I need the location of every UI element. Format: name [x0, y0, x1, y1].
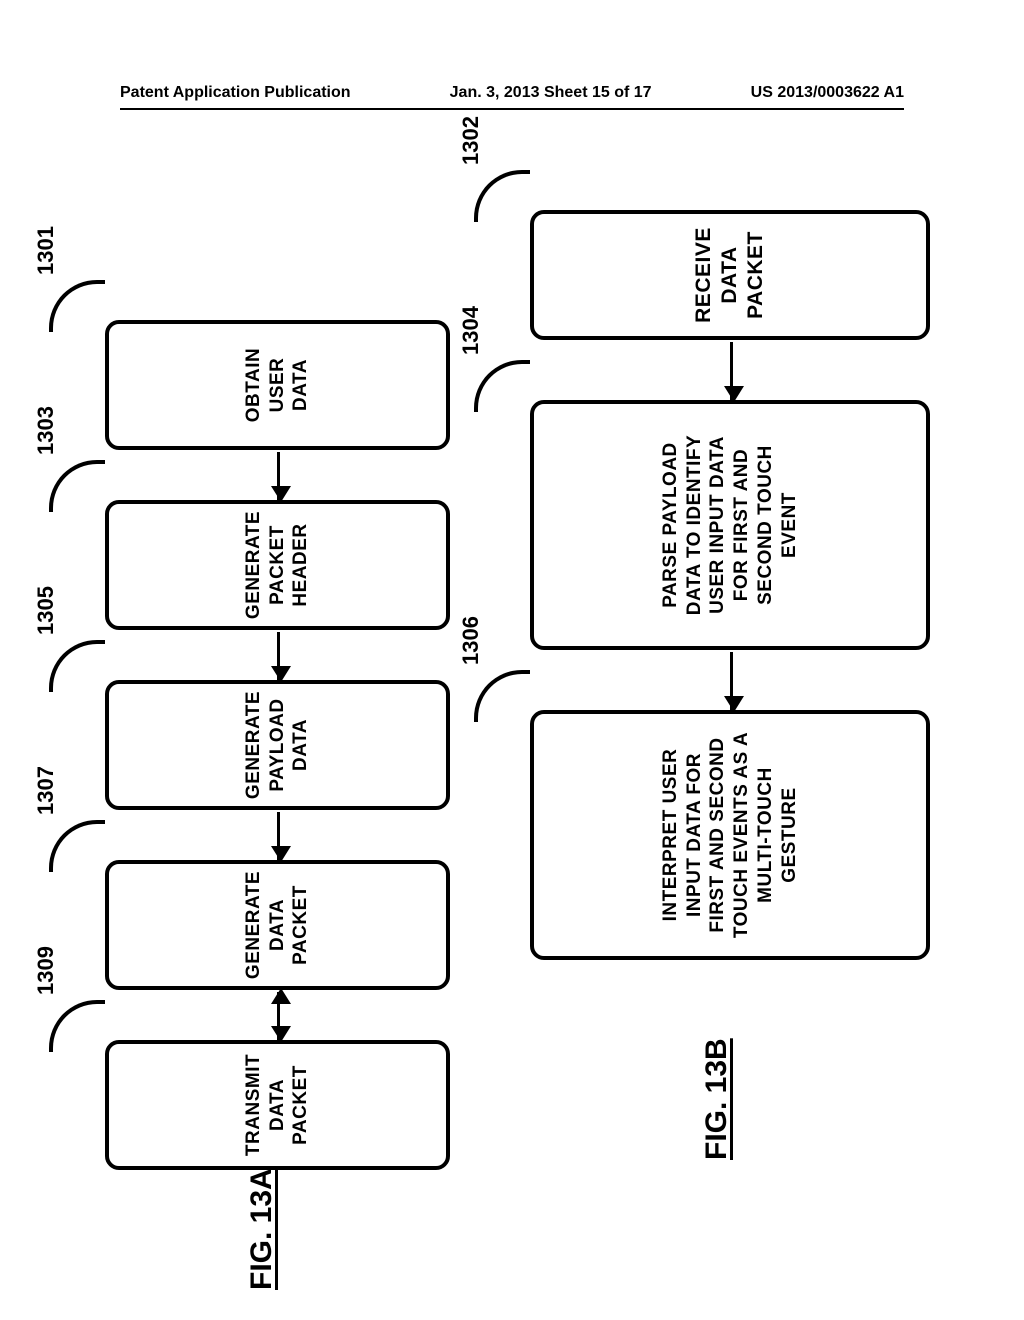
ref-number: 1302	[458, 116, 484, 165]
ref-leader	[49, 640, 105, 692]
header-center: Jan. 3, 2013 Sheet 15 of 17	[450, 84, 652, 102]
flow-box-label: INTERPRET USER INPUT DATA FOR FIRST AND …	[659, 724, 802, 946]
flow-arrow	[277, 452, 280, 500]
ref-leader	[49, 820, 105, 872]
flow-box: GENERATE PAYLOAD DATA	[105, 680, 450, 810]
header-rule	[120, 108, 904, 110]
flow-arrow	[277, 812, 280, 860]
flow-box-label: PARSE PAYLOAD DATA TO IDENTIFY USER INPU…	[659, 414, 802, 636]
ref-number: 1306	[458, 616, 484, 665]
header-right: US 2013/0003622 A1	[751, 84, 904, 102]
ref-leader	[49, 280, 105, 332]
flow-box-label: TRANSMIT DATA PACKET	[242, 1054, 313, 1156]
flow-box: TRANSMIT DATA PACKET	[105, 1040, 450, 1170]
ref-number: 1309	[33, 946, 59, 995]
ref-number: 1303	[33, 406, 59, 455]
ref-leader	[474, 170, 530, 222]
flow-box-label: GENERATE DATA PACKET	[242, 871, 313, 979]
flow-box-label: GENERATE PAYLOAD DATA	[242, 691, 313, 799]
ref-number: 1307	[33, 766, 59, 815]
flow-box: GENERATE DATA PACKET	[105, 860, 450, 990]
flow-arrow	[277, 632, 280, 680]
flow-box: GENERATE PACKET HEADER	[105, 500, 450, 630]
ref-number: 1304	[458, 306, 484, 355]
ref-leader	[474, 360, 530, 412]
flowchart-13a: TRANSMIT DATA PACKET GENERATE DATA PACKE…	[105, 150, 450, 1170]
flow-box: RECEIVE DATA PACKET	[530, 210, 930, 340]
figure-label-13a: FIG. 13A	[245, 1168, 279, 1290]
flow-box: OBTAIN USER DATA	[105, 320, 450, 450]
ref-leader	[474, 670, 530, 722]
ref-leader	[49, 1000, 105, 1052]
page-header: Patent Application Publication Jan. 3, 2…	[0, 84, 1024, 102]
flow-arrow	[730, 652, 733, 710]
header-left: Patent Application Publication	[120, 84, 351, 102]
ref-leader	[49, 460, 105, 512]
ref-number: 1301	[33, 226, 59, 275]
flow-box-label: RECEIVE DATA PACKET	[691, 224, 770, 326]
flow-arrow	[277, 992, 280, 1040]
figure-label-13b: FIG. 13B	[700, 1038, 734, 1160]
flow-box: INTERPRET USER INPUT DATA FOR FIRST AND …	[530, 710, 930, 960]
flow-arrow	[730, 342, 733, 400]
flow-box-label: GENERATE PACKET HEADER	[242, 511, 313, 619]
flowchart-13b: INTERPRET USER INPUT DATA FOR FIRST AND …	[530, 150, 930, 1170]
ref-number: 1305	[33, 586, 59, 635]
flow-box-label: OBTAIN USER DATA	[242, 334, 313, 436]
flow-box: PARSE PAYLOAD DATA TO IDENTIFY USER INPU…	[530, 400, 930, 650]
